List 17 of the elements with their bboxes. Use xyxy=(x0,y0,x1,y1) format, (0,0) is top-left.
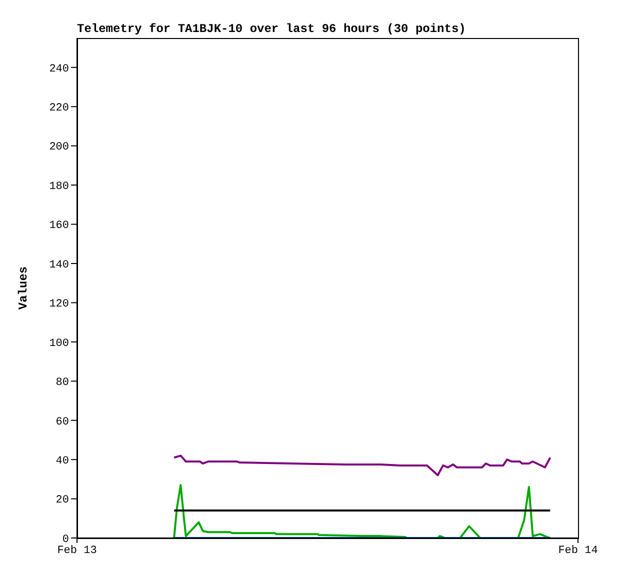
y-tick-label: 40 xyxy=(56,455,69,468)
y-tick-label: 200 xyxy=(49,142,69,154)
y-tick-label: 80 xyxy=(56,377,69,390)
y-tick-label: 220 xyxy=(49,102,69,115)
y-tick-label: 160 xyxy=(49,220,69,232)
y-tick-label: 20 xyxy=(56,494,69,507)
y-tick-label: 240 xyxy=(49,63,69,76)
y-tick-label: 100 xyxy=(49,338,69,350)
y-tick-label: 60 xyxy=(56,416,69,428)
x-tick-label: Feb 14 xyxy=(558,544,598,557)
y-tick-label: 140 xyxy=(49,259,69,272)
y-axis-title: Values xyxy=(16,266,30,310)
y-tick-label: 120 xyxy=(49,298,69,311)
y-tick-label: 180 xyxy=(49,180,69,193)
y-tick-label: 0 xyxy=(62,534,69,546)
chart-title: Telemetry for TA1BJK-10 over last 96 hours (30 points) xyxy=(77,22,466,36)
x-tick-label: Feb 13 xyxy=(57,544,97,557)
